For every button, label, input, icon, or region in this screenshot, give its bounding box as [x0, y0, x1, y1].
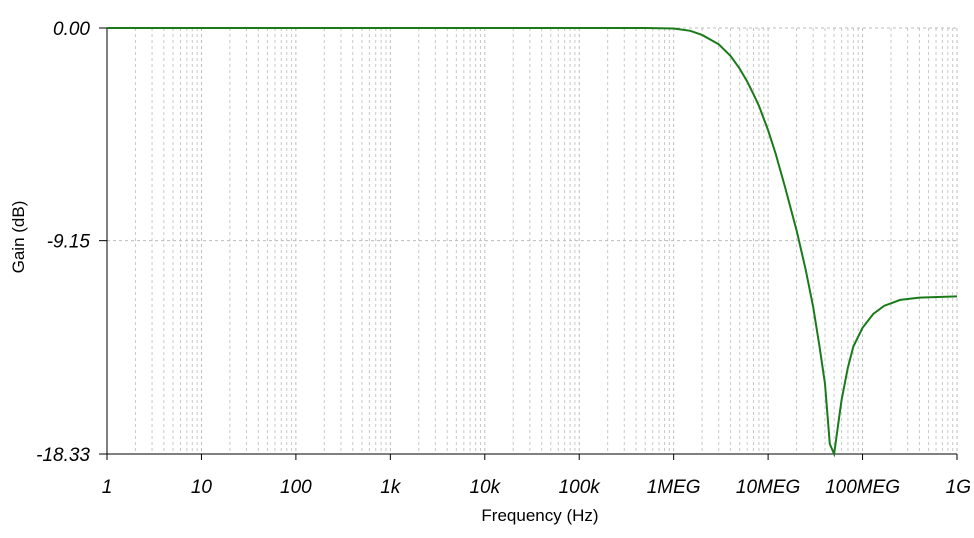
x-tick-label: 1	[102, 477, 113, 498]
gain-series-line	[107, 27, 958, 458]
x-axis-title: Frequency (Hz)	[481, 506, 598, 525]
y-tick-labels: 0.00 -9.15 -18.33	[36, 19, 107, 466]
x-tick-labels: 1 10 100 1k 10k 100k 1MEG 10MEG 100MEG 1G	[102, 454, 971, 498]
x-tick-label: 1G	[946, 477, 971, 498]
x-tick-label: 100MEG	[825, 477, 900, 498]
x-tick-label: 10MEG	[736, 477, 800, 498]
x-tick-label: 1MEG	[647, 477, 701, 498]
y-tick-label: 0.00	[53, 19, 90, 40]
x-tick-label: 100	[280, 477, 312, 498]
x-tick-label: 1k	[380, 477, 402, 498]
x-tick-label: 10k	[469, 477, 501, 498]
x-tick-label: 10	[191, 477, 213, 498]
y-tick-label: -18.33	[36, 445, 90, 466]
x-tick-label: 100k	[559, 477, 602, 498]
y-axis-title: Gain (dB)	[9, 201, 28, 274]
y-tick-label: -9.15	[47, 232, 91, 253]
